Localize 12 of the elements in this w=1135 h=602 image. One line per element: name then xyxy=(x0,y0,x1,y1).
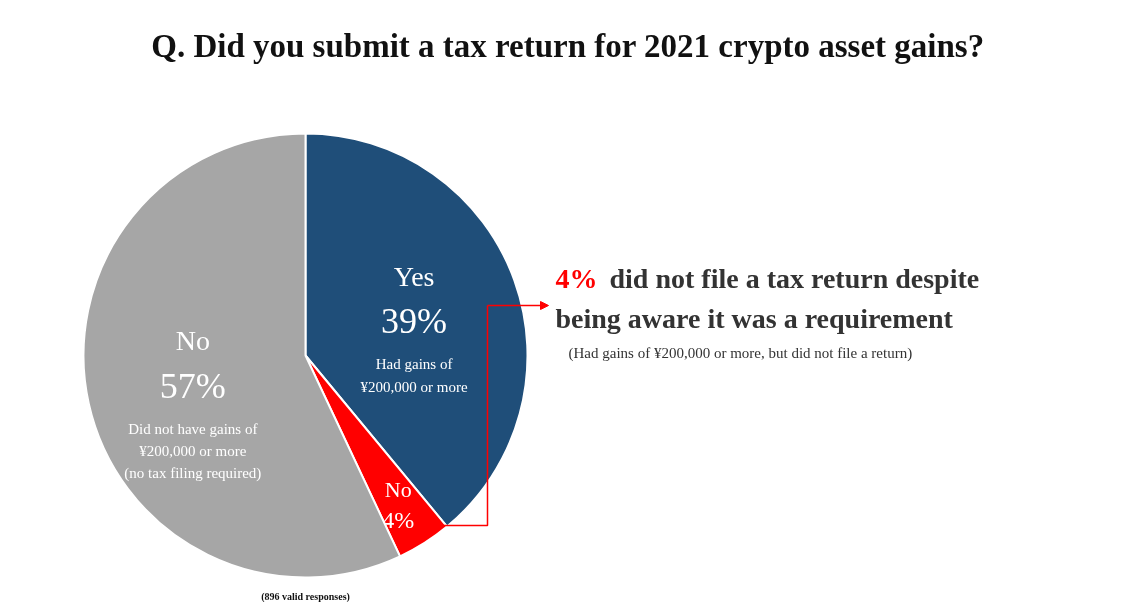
text: Had gains of ¥200,000 or more xyxy=(360,356,468,395)
text: 4% did not file a tax return despite being aware it was a requirement xyxy=(555,262,980,334)
slice-label: No xyxy=(384,477,412,503)
text: (Had gains of ¥200,000 or more, but did not file a return) xyxy=(568,344,913,362)
slice-label: No xyxy=(175,325,210,357)
data-label: 57% xyxy=(159,365,226,406)
data-label: 4% xyxy=(382,506,415,533)
text: (896 valid responses) xyxy=(261,591,350,602)
text: Did not have gains of ¥200,000 or more (no tax filing required) xyxy=(124,420,262,483)
data-label: 39% xyxy=(381,301,448,342)
slice-label: Yes xyxy=(393,260,435,292)
chart-title: Q. Did you submit a tax return for 2021 crypto asset gains? xyxy=(151,27,985,64)
